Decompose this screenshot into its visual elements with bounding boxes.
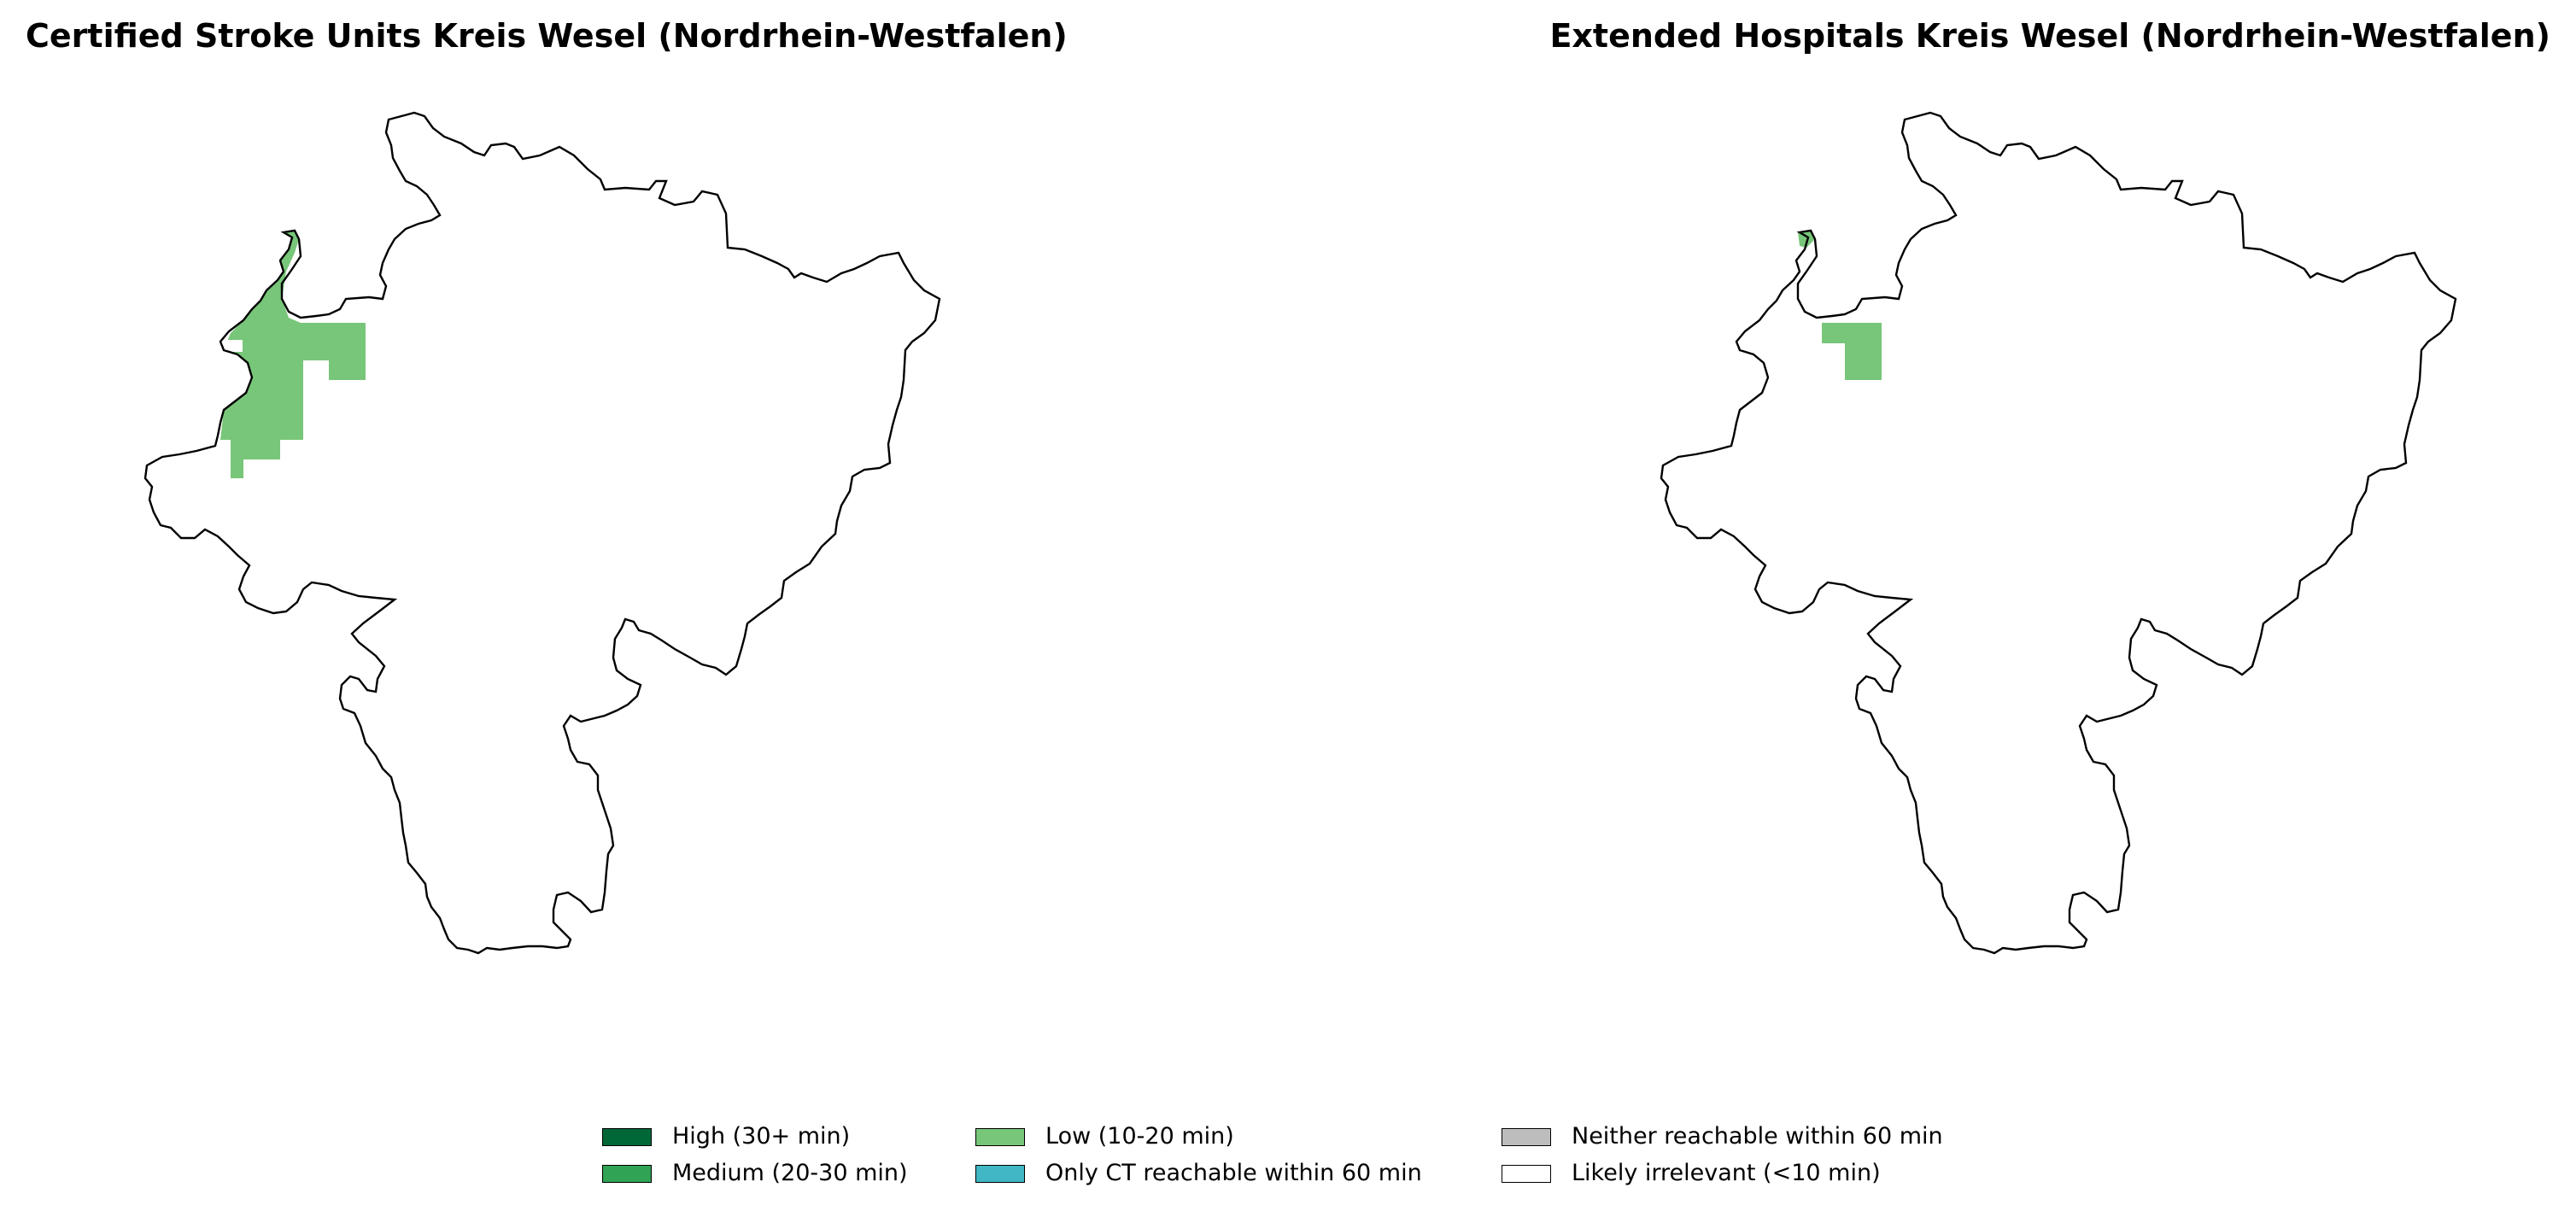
legend-swatch-irrelevant xyxy=(1502,1165,1551,1183)
district-boundary-left xyxy=(143,111,941,955)
legend-label-medium: Medium (20-30 min) xyxy=(672,1160,908,1186)
legend-label-only-ct: Only CT reachable within 60 min xyxy=(1045,1160,1422,1186)
map-title-extended-hospitals: Extended Hospitals Kreis Wesel (Nordrhei… xyxy=(1549,17,2550,55)
legend-swatch-only-ct xyxy=(975,1165,1025,1183)
coverage-low-right xyxy=(1798,231,1882,380)
map-panel-left xyxy=(143,111,941,955)
coverage-low-left xyxy=(220,231,366,478)
map-title-certified-stroke-units: Certified Stroke Units Kreis Wesel (Nord… xyxy=(26,17,1068,55)
legend-label-low: Low (10-20 min) xyxy=(1045,1123,1234,1150)
legend-label-irrelevant: Likely irrelevant (<10 min) xyxy=(1572,1160,1881,1186)
legend-swatch-high xyxy=(602,1128,652,1146)
map-panel-right xyxy=(1660,111,2457,955)
legend-label-high: High (30+ min) xyxy=(672,1123,851,1150)
district-boundary-right xyxy=(1660,111,2457,955)
legend: High (30+ min) Medium (20-30 min) Low (1… xyxy=(602,1124,2003,1201)
legend-swatch-neither xyxy=(1502,1128,1551,1146)
legend-swatch-low xyxy=(975,1128,1025,1146)
legend-swatch-medium xyxy=(602,1165,652,1183)
legend-label-neither: Neither reachable within 60 min xyxy=(1572,1123,1943,1150)
